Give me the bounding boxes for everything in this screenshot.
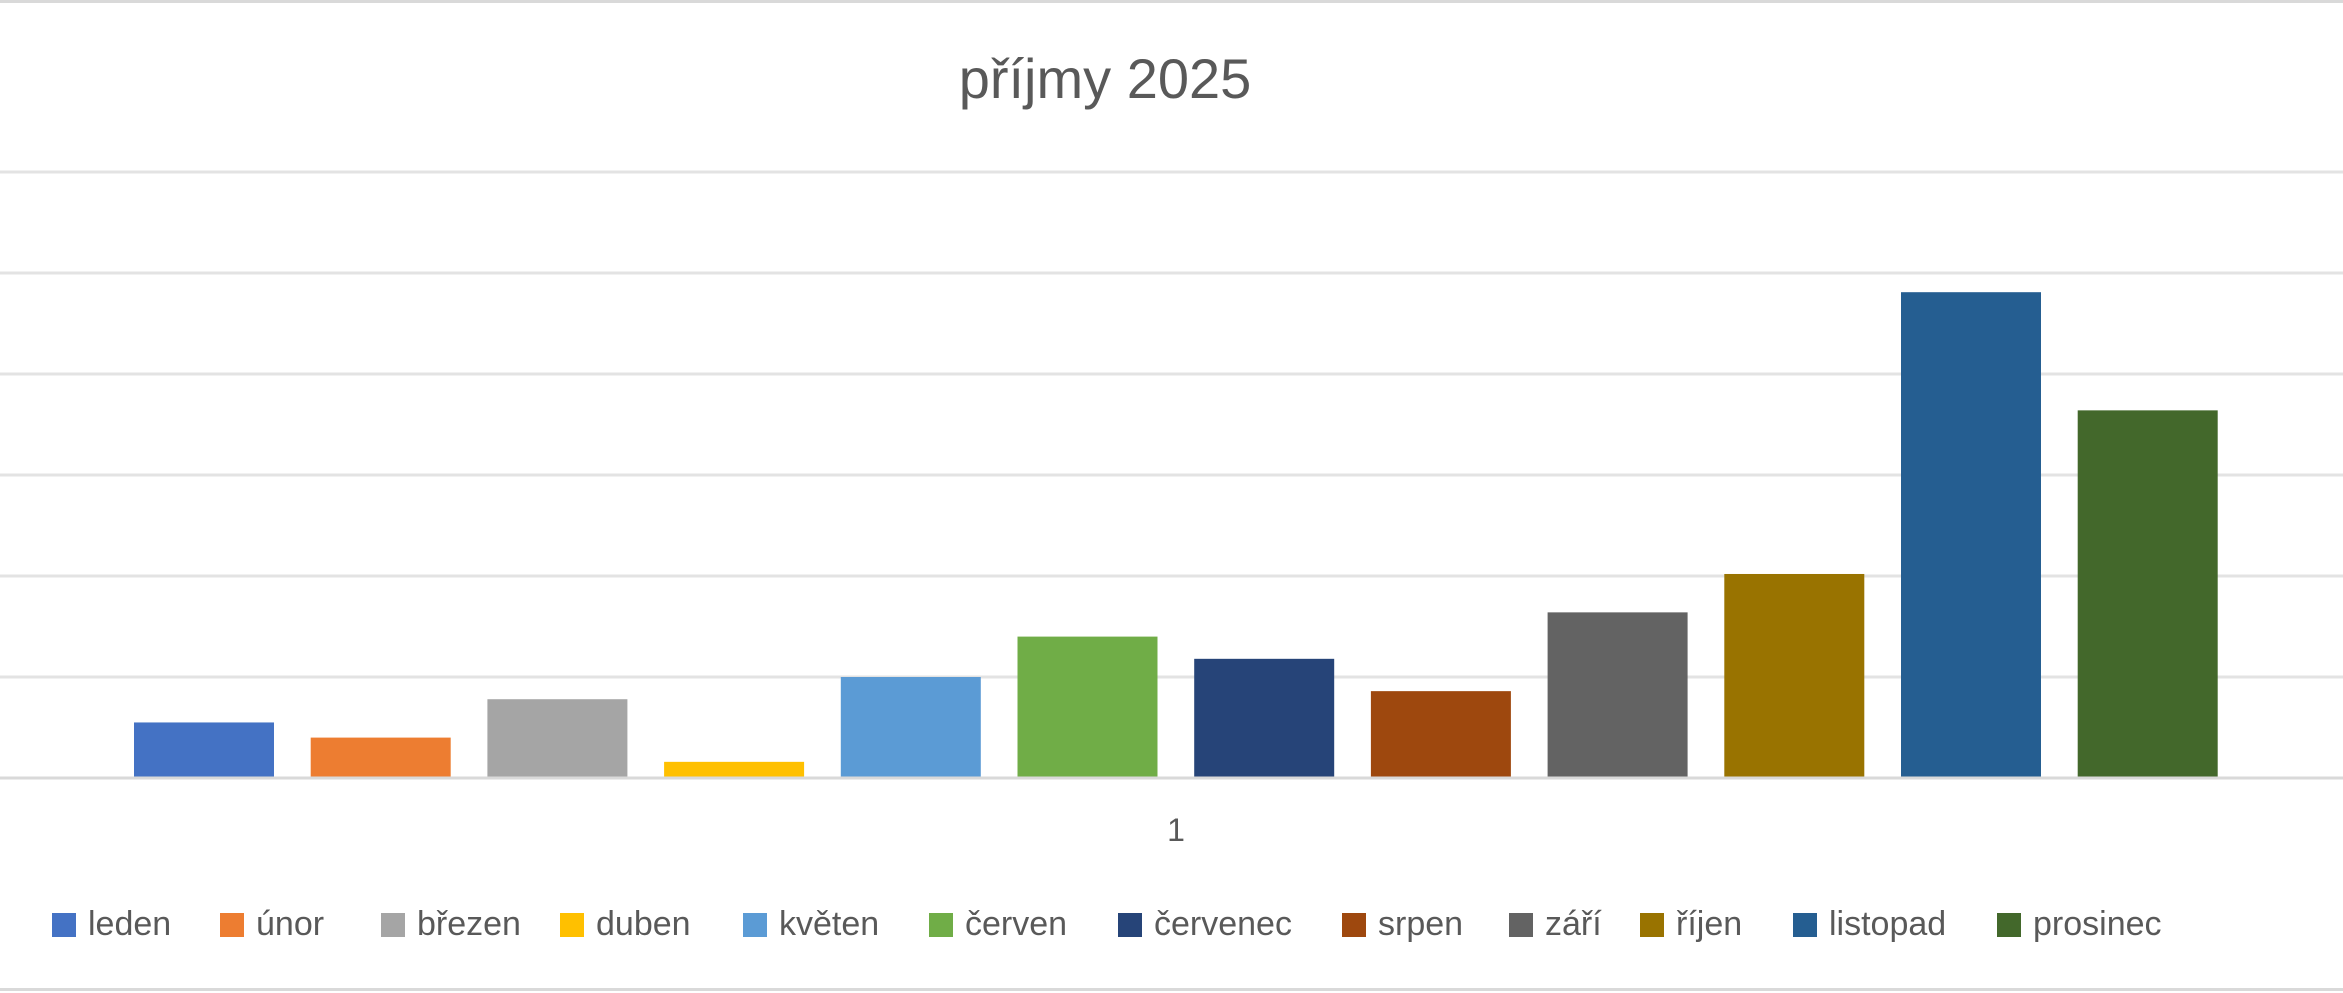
legend-label: prosinec <box>2033 905 2162 943</box>
legend-label: červen <box>965 905 1068 943</box>
legend-item: duben <box>560 905 691 944</box>
legend-label: červenec <box>1154 905 1292 943</box>
x-axis-category-label: 1 <box>1167 812 1185 848</box>
bar-květen <box>840 677 981 778</box>
legend-swatch <box>1118 912 1142 937</box>
bar-srpen <box>1370 691 1511 778</box>
legend-label: leden <box>88 905 172 943</box>
legend-label: listopad <box>1829 905 1947 943</box>
legend-label: duben <box>596 905 691 943</box>
legend-label: srpen <box>1378 905 1464 943</box>
legend-swatch <box>929 912 953 937</box>
bar-červenec <box>1194 658 1335 778</box>
bar-duben <box>664 761 805 778</box>
legend-item: září <box>1509 905 1602 944</box>
legend-swatch <box>743 912 767 937</box>
chart-title: příjmy 2025 <box>958 47 1252 110</box>
legend-item: červen <box>929 905 1067 944</box>
bar-říjen <box>1724 573 1865 778</box>
chart-border-top <box>0 0 2343 3</box>
legend-swatch <box>220 912 244 937</box>
legend-swatch <box>1509 912 1533 937</box>
legend-item: prosinec <box>1997 905 2162 944</box>
legend-label: květen <box>779 905 880 943</box>
legend-item: květen <box>743 905 879 944</box>
bar-únor <box>310 737 451 778</box>
chart-border-bottom <box>0 988 2343 991</box>
bar-prosinec <box>2077 410 2218 778</box>
legend-swatch <box>52 912 76 937</box>
legend-item: srpen <box>1342 905 1463 944</box>
legend-swatch <box>1997 912 2021 937</box>
legend-swatch <box>381 912 405 937</box>
legend-item: listopad <box>1793 905 1946 944</box>
legend-swatch <box>1640 912 1664 937</box>
bar-leden <box>134 722 274 778</box>
legend-label: říjen <box>1676 905 1743 943</box>
legend-item: říjen <box>1640 905 1742 944</box>
bar-listopad <box>1901 292 2041 778</box>
bar-červen <box>1017 636 1158 778</box>
legend-item: leden <box>52 905 171 944</box>
bar-březen <box>487 699 628 778</box>
legend-label: březen <box>417 905 521 943</box>
bar-září <box>1547 612 1688 778</box>
legend-swatch <box>1342 912 1366 937</box>
legend-item: březen <box>381 905 521 944</box>
legend-item: červenec <box>1118 905 1292 944</box>
legend-label: září <box>1545 905 1602 943</box>
legend-label: únor <box>256 905 325 943</box>
legend-swatch <box>560 912 584 937</box>
legend-swatch <box>1793 912 1817 937</box>
legend-item: únor <box>220 905 324 944</box>
